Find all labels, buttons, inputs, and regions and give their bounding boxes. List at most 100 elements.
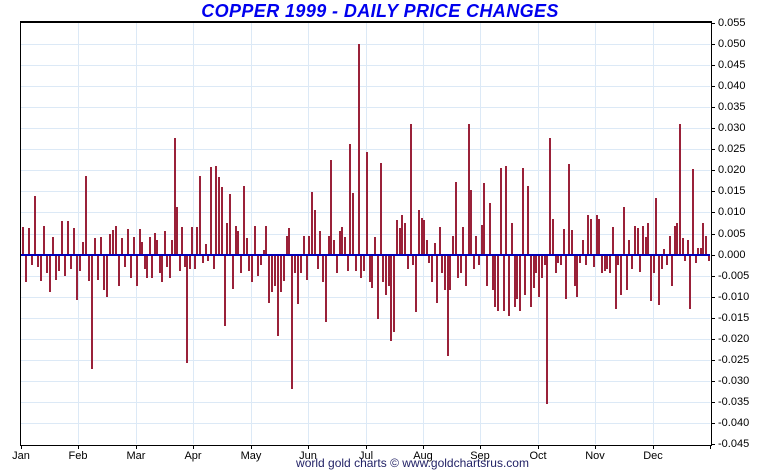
price-change-bar bbox=[40, 254, 42, 281]
price-change-bar bbox=[628, 239, 630, 255]
x-tick-mark bbox=[480, 445, 481, 449]
month-gridline bbox=[595, 23, 596, 444]
price-change-bar bbox=[489, 203, 491, 255]
price-change-bar bbox=[218, 177, 220, 255]
price-change-bar bbox=[689, 254, 691, 310]
price-change-bar bbox=[277, 254, 279, 337]
price-change-bar bbox=[399, 228, 401, 255]
x-tick-label: Nov bbox=[585, 450, 605, 462]
h-gridline bbox=[21, 170, 710, 171]
price-change-bar bbox=[639, 254, 641, 273]
price-change-bar bbox=[697, 248, 699, 255]
price-change-bar bbox=[67, 221, 69, 255]
price-change-bar bbox=[43, 225, 45, 255]
price-change-bar bbox=[149, 236, 151, 255]
price-change-bar bbox=[655, 197, 657, 255]
y-tick-label: -0.045 bbox=[718, 438, 750, 450]
price-change-bar bbox=[565, 254, 567, 299]
y-tick-label: 0.005 bbox=[718, 228, 746, 240]
price-change-bar bbox=[546, 254, 548, 405]
price-change-bar bbox=[441, 254, 443, 274]
price-change-bar bbox=[55, 254, 57, 280]
price-change-bar bbox=[527, 186, 529, 255]
price-change-bar bbox=[91, 254, 93, 369]
y-tick-label: 0.050 bbox=[718, 38, 746, 50]
price-change-bar bbox=[349, 143, 351, 255]
price-change-bar bbox=[336, 254, 338, 274]
price-change-bar bbox=[22, 227, 24, 255]
h-gridline bbox=[21, 44, 710, 45]
h-gridline bbox=[21, 128, 710, 129]
month-gridline bbox=[251, 23, 252, 444]
price-change-bar bbox=[243, 185, 245, 255]
price-change-bar bbox=[237, 231, 239, 255]
price-change-bar bbox=[428, 254, 430, 263]
price-change-bar bbox=[396, 220, 398, 255]
zero-value-line bbox=[21, 254, 710, 256]
price-change-bar bbox=[609, 254, 611, 274]
price-change-bar bbox=[317, 254, 319, 270]
price-change-bar bbox=[144, 254, 146, 270]
price-change-bar bbox=[363, 254, 365, 272]
price-change-bar bbox=[596, 214, 598, 255]
price-change-bar bbox=[371, 254, 373, 289]
price-change-bar bbox=[139, 229, 141, 255]
x-tick-label: Jul bbox=[358, 450, 374, 462]
price-change-bar bbox=[314, 210, 316, 255]
price-change-bar bbox=[687, 239, 689, 255]
price-change-bar bbox=[181, 227, 183, 255]
price-change-bar bbox=[434, 242, 436, 255]
chart-footer-credit: world gold charts © www.goldchartsrus.co… bbox=[296, 456, 529, 470]
price-change-bar bbox=[612, 227, 614, 255]
price-change-bar bbox=[254, 225, 256, 255]
price-change-bar bbox=[265, 225, 267, 255]
price-change-bar bbox=[199, 176, 201, 255]
price-change-bar bbox=[552, 219, 554, 255]
x-tick-label: Aug bbox=[413, 450, 433, 462]
price-change-bar bbox=[421, 217, 423, 255]
price-change-bar bbox=[576, 254, 578, 298]
h-gridline bbox=[21, 423, 710, 424]
y-tick-mark bbox=[711, 23, 715, 24]
x-tick-mark bbox=[423, 445, 424, 449]
month-gridline bbox=[480, 23, 481, 444]
price-change-bar bbox=[207, 254, 209, 261]
price-change-bar bbox=[127, 229, 129, 255]
price-change-bar bbox=[229, 193, 231, 255]
x-tick-mark bbox=[538, 445, 539, 449]
x-tick-mark bbox=[251, 445, 252, 449]
month-gridline bbox=[308, 23, 309, 444]
price-change-bar bbox=[174, 137, 176, 255]
price-change-bar bbox=[52, 236, 54, 255]
price-change-bar bbox=[653, 254, 655, 274]
price-change-bar bbox=[166, 254, 168, 268]
price-change-bar bbox=[268, 254, 270, 303]
price-change-bar bbox=[585, 254, 587, 266]
price-change-bar bbox=[530, 254, 532, 308]
price-change-bar bbox=[598, 218, 600, 255]
price-change-bar bbox=[415, 254, 417, 312]
price-change-bar bbox=[288, 228, 290, 255]
y-tick-mark bbox=[711, 444, 715, 445]
price-change-bar bbox=[615, 254, 617, 310]
price-change-bar bbox=[169, 254, 171, 278]
price-change-bar bbox=[658, 254, 660, 306]
price-change-bar bbox=[141, 241, 143, 255]
price-change-bar bbox=[271, 254, 273, 293]
h-gridline bbox=[21, 297, 710, 298]
price-change-bar bbox=[274, 254, 276, 287]
price-change-bar bbox=[109, 233, 111, 255]
price-change-bar bbox=[112, 230, 114, 255]
price-change-bar bbox=[246, 237, 248, 255]
x-tick-mark bbox=[21, 445, 22, 449]
price-change-bar bbox=[631, 254, 633, 270]
price-change-bar bbox=[115, 225, 117, 255]
price-change-bar bbox=[297, 254, 299, 305]
y-tick-label: 0.000 bbox=[718, 249, 746, 261]
price-change-bar bbox=[130, 254, 132, 278]
price-change-bar bbox=[377, 254, 379, 319]
price-change-bar bbox=[176, 206, 178, 255]
price-change-bar bbox=[708, 254, 710, 261]
y-tick-label: -0.015 bbox=[718, 312, 750, 324]
h-gridline bbox=[21, 65, 710, 66]
